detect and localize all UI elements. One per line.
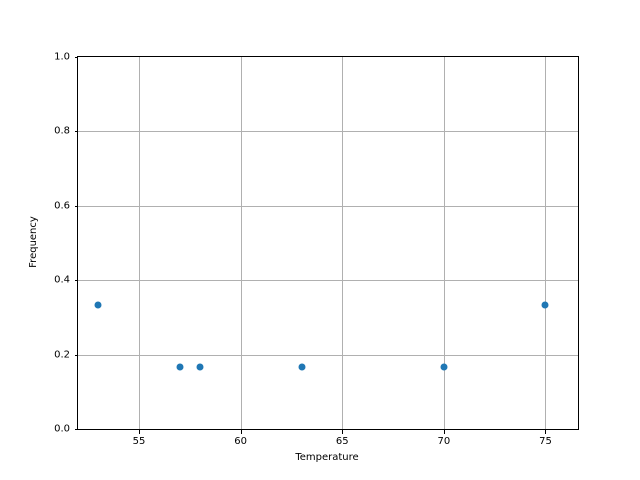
y-tick-label: 0.6: [54, 200, 70, 212]
y-gridline: [78, 354, 578, 356]
plot-area: 55 60 65 70 75 0.0 0.2 0.4 0.6 0.8 1.0: [54, 52, 579, 447]
y-tick-label: 1.0: [54, 51, 70, 63]
y-axis-label: Frequency: [28, 216, 39, 268]
x-gridline: [545, 57, 547, 429]
x-gridline: [240, 57, 242, 429]
x-gridline: [342, 57, 344, 429]
y-tick-mark: [74, 429, 78, 430]
y-tick-label: 0.8: [54, 125, 70, 137]
scatter-point: [196, 363, 204, 371]
x-gridline: [443, 57, 445, 429]
y-tick-label: 0.4: [54, 274, 70, 286]
x-tick-label: 55: [132, 436, 146, 447]
x-tick-mark: [545, 430, 547, 434]
x-tick-mark: [240, 430, 242, 434]
x-tick-label: 70: [437, 436, 451, 447]
x-tick-mark: [443, 430, 445, 434]
x-tick-label: 65: [335, 436, 349, 447]
y-tick-mark: [74, 131, 78, 133]
y-tick-mark: [74, 205, 78, 207]
y-tick-label: 0.2: [54, 349, 70, 361]
scatter-point: [541, 301, 549, 309]
y-gridline: [78, 131, 578, 133]
y-tick-mark: [74, 354, 78, 356]
scatter-point: [440, 363, 448, 371]
y-gridline: [78, 280, 578, 282]
x-tick-mark: [342, 430, 344, 434]
scatter-point: [94, 301, 102, 309]
y-gridline: [78, 205, 578, 207]
y-tick-mark: [74, 57, 78, 58]
y-tick-mark: [74, 280, 78, 282]
y-tick-label: 0.0: [54, 423, 70, 435]
x-tick-label: 75: [539, 436, 552, 447]
scatter-point: [176, 363, 184, 371]
x-axis-label: Temperature: [295, 452, 359, 463]
scatter-point: [298, 363, 306, 371]
x-tick-mark: [138, 430, 140, 434]
x-tick-label: 60: [234, 436, 247, 447]
x-gridline: [138, 57, 140, 429]
